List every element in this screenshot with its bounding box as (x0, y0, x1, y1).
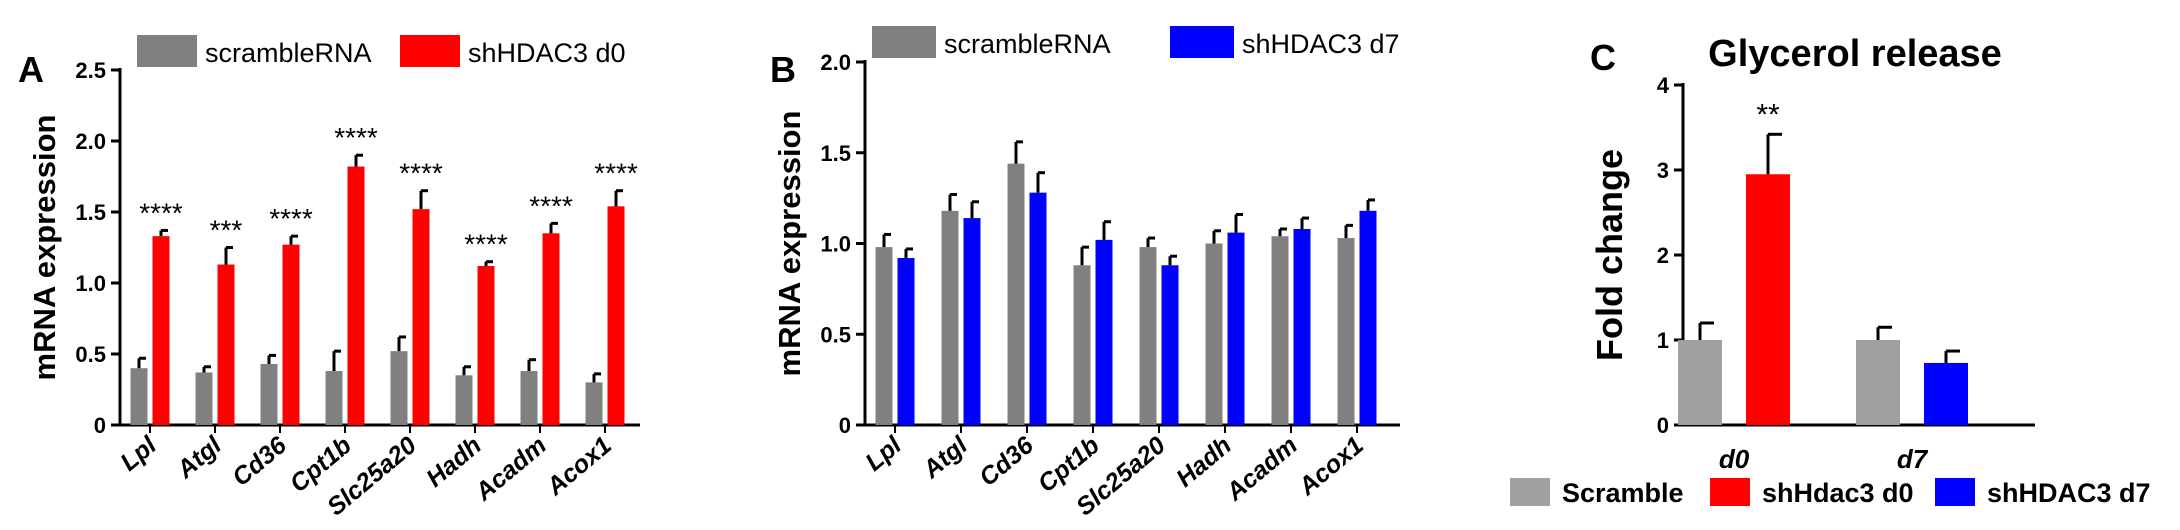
bar (347, 166, 365, 425)
bar (455, 375, 473, 425)
significance-label: ** (1756, 98, 1780, 131)
y-tick-label: 1.0 (820, 232, 851, 257)
legend-swatch (1710, 478, 1750, 506)
y-axis-label: mRNA expression (27, 115, 62, 381)
significance-label: **** (464, 229, 508, 260)
legend-label: shHDAC3 d7 (1987, 478, 2151, 508)
x-tick-label: Lpl (860, 430, 908, 476)
significance-label: **** (529, 190, 573, 221)
x-tick-label: Acadm (1220, 431, 1303, 507)
bar (963, 218, 981, 425)
bar (390, 351, 408, 425)
y-tick-label: 0 (1657, 413, 1669, 438)
x-tick-label: Atgl (171, 430, 228, 484)
x-tick-label: Acox1 (1293, 431, 1369, 501)
y-tick-label: 2 (1657, 243, 1669, 268)
bar (1029, 192, 1047, 425)
bar (875, 247, 893, 425)
legend-label: shHDAC3 d7 (1242, 29, 1400, 59)
chart-title: Glycerol release (1708, 33, 2002, 75)
bar (1337, 238, 1355, 425)
bar (542, 233, 560, 425)
bar (1073, 265, 1091, 425)
bar (260, 363, 278, 425)
significance-label: **** (139, 197, 183, 228)
legend-swatch (872, 26, 936, 58)
bar (195, 372, 213, 425)
bar (1678, 340, 1722, 425)
y-tick-label: 1.5 (75, 200, 106, 225)
bar (1007, 163, 1025, 425)
y-axis-label: mRNA expression (772, 111, 807, 377)
significance-label: **** (399, 158, 443, 189)
legend-label: Scramble (1562, 478, 1684, 508)
y-tick-label: 4 (1657, 73, 1670, 98)
bar (477, 265, 495, 425)
bar (325, 371, 343, 425)
legend-swatch (1510, 478, 1550, 506)
x-tick-label: Cd36 (227, 430, 293, 491)
bar (941, 210, 959, 425)
bar (412, 209, 430, 425)
y-tick-label: 2.0 (820, 50, 851, 75)
significance-label: *** (210, 215, 243, 246)
y-axis-label: Fold change (1589, 149, 1630, 361)
legend-swatch (1935, 478, 1975, 506)
chart-c: 0 1 2 3 4 Fold change Glycerol release d0 d7 ** Sc… (1510, 33, 2151, 508)
bar (282, 244, 300, 425)
bar (1293, 228, 1311, 425)
bar (1746, 174, 1790, 425)
legend-swatch (137, 35, 197, 67)
significance-label: **** (594, 158, 638, 189)
y-tick-label: 1.0 (75, 271, 106, 296)
panel-c-letter: C (1590, 37, 1616, 78)
x-tick-label: d7 (1897, 444, 1929, 474)
x-tick-label: Atgl (917, 430, 974, 484)
y-tick-label: 0 (839, 413, 851, 438)
significance-label: **** (334, 122, 378, 153)
bar (1139, 247, 1157, 425)
bar (1095, 239, 1113, 425)
y-tick-label: 1 (1657, 328, 1669, 353)
legend-swatch (400, 35, 460, 67)
y-tick-label: 0.5 (820, 322, 851, 347)
bar (607, 206, 625, 425)
bar (1924, 362, 1968, 425)
bar (1271, 236, 1289, 425)
x-tick-label: Cd36 (974, 430, 1040, 491)
legend-label: shHdac3 d0 (1762, 478, 1914, 508)
x-tick-label: Lpl (115, 430, 163, 476)
panel-a-letter: A (18, 49, 44, 90)
panel-b-letter: B (770, 49, 796, 90)
bar (1205, 243, 1223, 425)
bar (217, 264, 235, 425)
y-tick-label: 3 (1657, 158, 1669, 183)
bar (1161, 265, 1179, 425)
bar (897, 258, 915, 425)
y-tick-label: 2.0 (75, 129, 106, 154)
legend-label: shHDAC3 d0 (468, 38, 626, 68)
bar (1359, 210, 1377, 425)
bar (1856, 340, 1900, 425)
legend-swatch (1170, 26, 1234, 58)
y-tick-label: 1.5 (820, 141, 851, 166)
bar (1227, 232, 1245, 425)
significance-label: **** (269, 203, 313, 234)
bar (585, 382, 603, 425)
chart-a: 0 0.5 1.0 1.5 2.0 2.5 mRNA expression Lpl Atgl Cd… (27, 35, 640, 521)
x-tick-label: d0 (1719, 444, 1750, 474)
legend-label: scrambleRNA (944, 29, 1111, 59)
x-tick-label: Acox1 (541, 431, 617, 501)
bar (152, 236, 170, 425)
bar (130, 368, 148, 425)
x-tick-label: Acadm (469, 431, 552, 507)
y-tick-label: 2.5 (75, 58, 106, 83)
y-tick-label: 0 (94, 413, 106, 438)
y-tick-label: 0.5 (75, 342, 106, 367)
legend-label: scrambleRNA (205, 38, 372, 68)
bar (520, 371, 538, 425)
